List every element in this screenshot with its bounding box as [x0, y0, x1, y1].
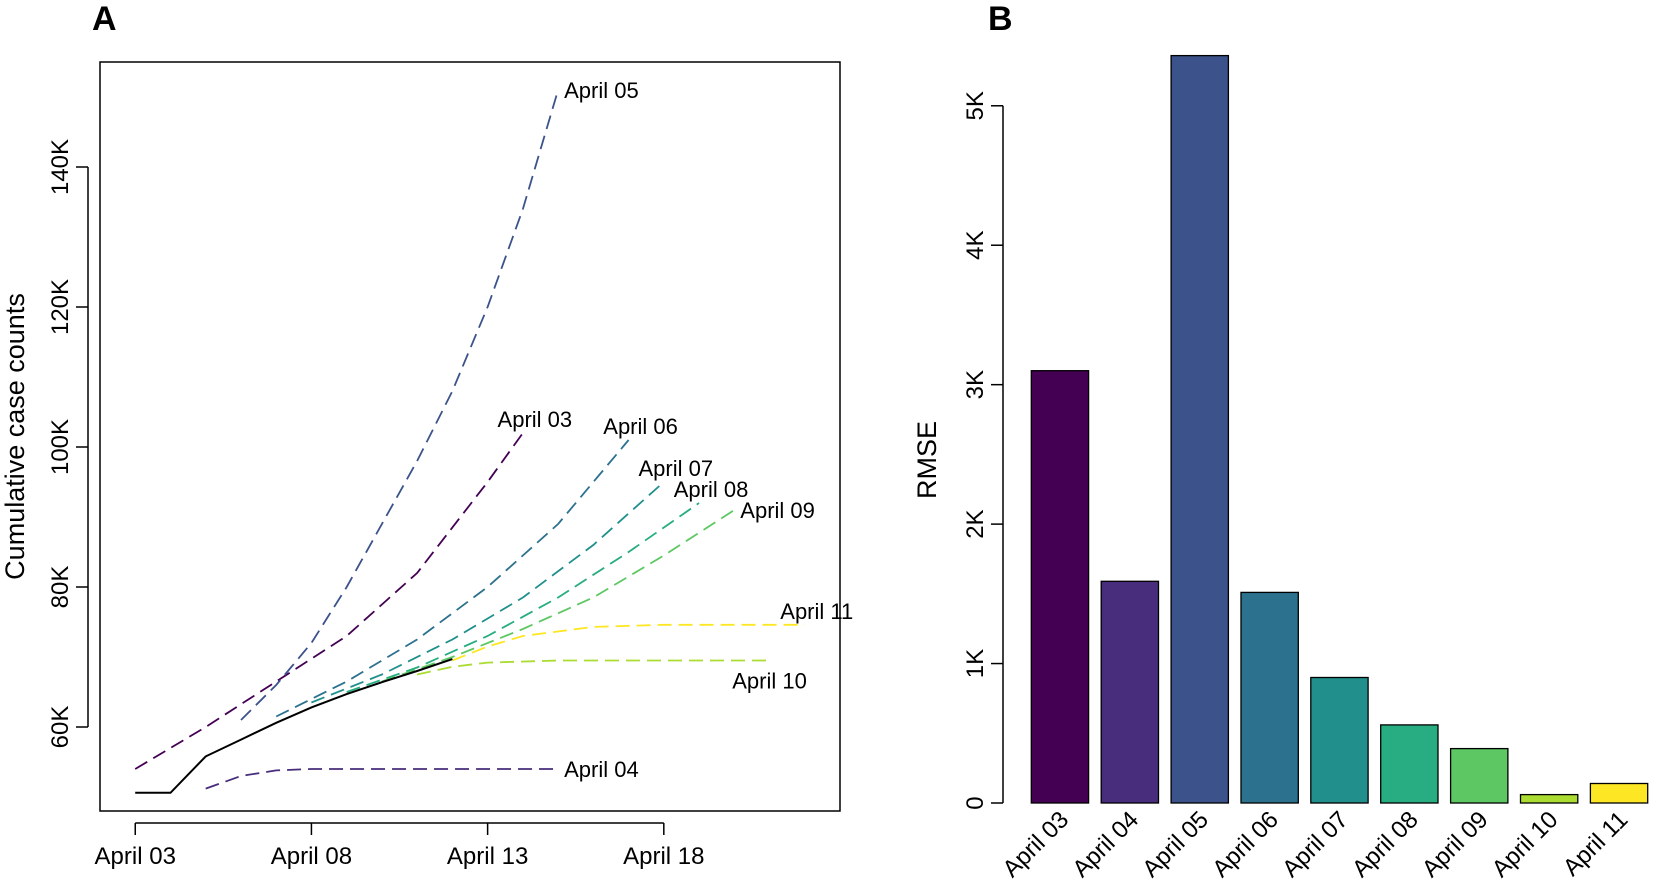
bar-april-11 [1589, 782, 1649, 804]
forecast-line-april-03 [134, 432, 524, 770]
panel-b-y-tick-label: 0 [962, 796, 989, 809]
bar-april-03 [1030, 370, 1090, 804]
forecast-line-april-04 [205, 768, 559, 790]
panel-a-y-tick-label: 140K [47, 139, 74, 195]
panel-a-x-axis: April 03 April 08 April 13 April 18 [95, 822, 704, 870]
series-label-april-08: April 08 [674, 477, 749, 502]
panel-b-y-axis-title: RMSE [912, 421, 942, 499]
panel-a-y-tick-label: 100K [47, 419, 74, 475]
panel-b-y-tick-label: 5K [962, 91, 989, 120]
panel-a-y-tick-label: 60K [47, 706, 74, 749]
panel-a-y-tick-label: 120K [47, 279, 74, 335]
panel-b-x-tick-label: April 07 [1277, 806, 1354, 883]
panel-a-series-labels: April 03 April 04 April 05 April 06 April 07… [498, 78, 854, 782]
bar-april-10 [1519, 793, 1579, 804]
panel-a-x-tick-label: April 08 [271, 843, 352, 870]
panel-a-plot-frame [99, 61, 841, 812]
panel-a-label: A [92, 0, 117, 38]
panel-b-bars [1030, 54, 1649, 804]
panel-b-y-tick-label: 2K [962, 509, 989, 538]
series-label-april-07: April 07 [639, 456, 714, 481]
panel-b-label: B [988, 0, 1013, 38]
bar-april-09 [1449, 747, 1509, 804]
bar-april-05 [1170, 54, 1230, 804]
panel-b-y-axis: 0 1K 2K 3K 4K 5K [962, 91, 1004, 810]
forecast-line-april-07 [311, 481, 665, 704]
panel-a-y-axis: 60K 80K 100K 120K 140K [47, 139, 89, 749]
bar-april-08 [1380, 724, 1439, 804]
panel-b-x-tick-label: April 11 [1558, 806, 1633, 881]
panel-b-x-tick-label: April 09 [1417, 806, 1494, 883]
panel-b-x-tick-label: April 10 [1487, 806, 1564, 883]
series-label-april-03: April 03 [498, 407, 573, 432]
series-label-april-11: April 11 [780, 599, 853, 624]
panel-a-y-tick-label: 80K [47, 566, 74, 609]
panel-b-x-tick-label: April 04 [1067, 806, 1144, 883]
panel-a-x-tick-label: April 03 [95, 843, 176, 870]
panel-b-y-tick-label: 3K [962, 370, 989, 399]
series-label-april-04: April 04 [564, 757, 639, 782]
panel-a-x-tick-label: April 13 [447, 843, 528, 870]
observed-cumulative-line [135, 658, 453, 794]
panel-b-x-tick-label: April 03 [998, 806, 1075, 883]
series-label-april-05: April 05 [564, 78, 639, 103]
bar-april-06 [1240, 591, 1299, 804]
series-label-april-10: April 10 [732, 669, 807, 694]
panel-a-x-tick-label: April 18 [623, 843, 704, 870]
panel-b-x-tick-label: April 08 [1347, 806, 1424, 883]
panel-a-series-group [134, 89, 805, 794]
bar-april-07 [1310, 676, 1369, 804]
bar-april-04 [1100, 580, 1160, 804]
forecast-line-april-05 [240, 89, 559, 721]
panel-b-y-tick-label: 4K [962, 231, 989, 260]
forecast-line-april-10 [416, 659, 770, 676]
panel-b-x-tick-label: April 05 [1137, 806, 1214, 883]
forecast-line-april-09 [381, 509, 735, 683]
series-label-april-06: April 06 [603, 414, 678, 439]
panel-b-x-tick-label: April 06 [1207, 806, 1284, 883]
panel-b-y-tick-label: 1K [962, 649, 989, 678]
panel-a-y-axis-title: Cumulative case counts [0, 293, 30, 580]
forecast-line-april-08 [346, 502, 700, 693]
forecast-line-april-11 [452, 623, 805, 662]
forecast-line-april-06 [275, 439, 630, 718]
series-label-april-09: April 09 [740, 498, 815, 523]
